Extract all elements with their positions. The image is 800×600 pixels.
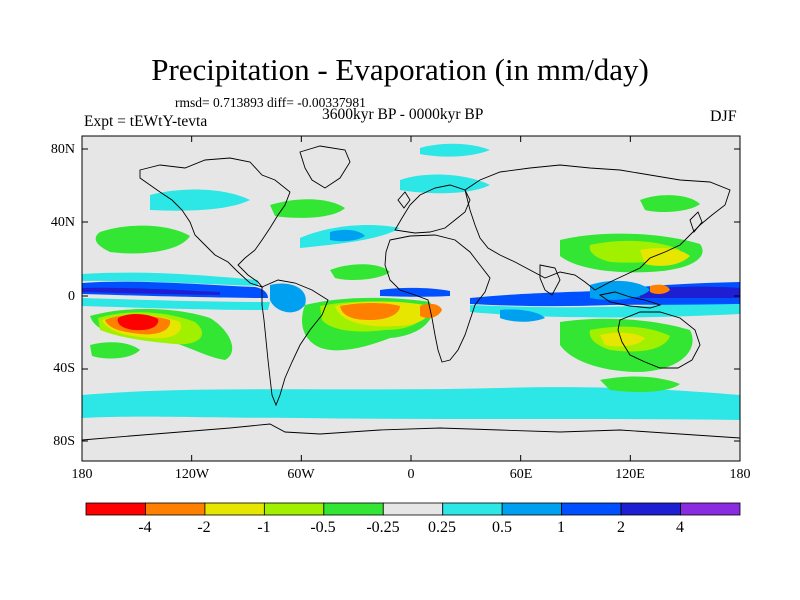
coast-europe (394, 184, 471, 234)
blue-indonesia (590, 280, 650, 300)
lon-label-120e: 120E (615, 467, 645, 482)
lat-label-40n: 40N (50, 215, 75, 230)
blue-south-indian (500, 309, 545, 322)
colorbar-box (620, 502, 681, 516)
orange-south-atlantic (340, 303, 400, 320)
colorbar-box (204, 502, 265, 516)
colorbar-box (323, 502, 384, 516)
cyan-band-pacific (82, 272, 258, 286)
lon-label-0: 0 (407, 467, 415, 482)
lon-label-60w: 60W (287, 467, 315, 482)
green-asia (640, 195, 700, 212)
lon-label-120w: 120W (174, 467, 210, 482)
cyan-arctic (420, 143, 490, 157)
experiment-label: Expt = tEWtY-tevta (84, 113, 208, 130)
itcz-band-core (82, 287, 220, 295)
colorbar-label: 2 (617, 519, 625, 536)
axis-ticks (81, 136, 741, 461)
coastlines (82, 145, 740, 441)
colorbar-box (680, 502, 741, 516)
yellow-south-indian (600, 332, 645, 347)
colorbar (85, 502, 741, 516)
lat-label-80s: 80S (53, 434, 75, 449)
colorbar-label: 1 (557, 519, 565, 536)
green-north-atlantic (270, 199, 345, 218)
coast-indonesia (598, 291, 662, 309)
coast-antarctica (82, 423, 740, 441)
colorbar-box (263, 502, 325, 516)
colorbar-label: 4 (676, 519, 684, 536)
lat-label-0: 0 (68, 289, 75, 304)
period-subtitle: 3600kyr BP - 0000kyr BP (322, 106, 484, 123)
lat-label-80n: 80N (50, 142, 75, 157)
coast-australia (617, 311, 701, 369)
lon-label-60e: 60E (509, 467, 533, 482)
coast-asia (464, 164, 731, 291)
colorbar-box (561, 502, 622, 516)
coast-japan (689, 211, 703, 233)
coast-greenland (299, 145, 351, 189)
lon-label-180e: 180 (729, 467, 751, 482)
colorbar-label: 0.25 (428, 519, 456, 536)
coast-africa (384, 234, 491, 363)
colorbar-label: -0.25 (366, 519, 400, 536)
coast-north-america (139, 157, 291, 288)
cyan-southern-ocean (82, 387, 740, 420)
green-tasman (600, 376, 680, 392)
colorbar-box (85, 502, 146, 516)
green-east-pacific (90, 342, 140, 359)
colorbar-label: -4 (138, 519, 152, 536)
colorbar-label: 0.5 (492, 519, 512, 536)
blue-amazon (270, 283, 306, 313)
chart-title: Precipitation - Evaporation (in mm/day) (151, 52, 649, 87)
green-atlantic-equator (330, 264, 390, 280)
orange-philippine (650, 284, 670, 295)
yellow-west-pacific (640, 248, 690, 266)
blue-north-atlantic (330, 229, 365, 242)
itcz-band-atlantic (380, 287, 450, 297)
cyan-band-south-pacific (82, 298, 270, 310)
colorbar-box (442, 502, 503, 516)
colorbar-label: -1 (257, 519, 271, 536)
season-label: DJF (710, 108, 737, 125)
lat-label-40s: 40S (53, 361, 75, 376)
cyan-band-north-pacific (150, 189, 250, 211)
lon-label-180w: 180 (71, 467, 93, 482)
coast-uk (397, 191, 411, 209)
orange-africa (420, 303, 442, 318)
colorbar-label: -2 (197, 519, 211, 536)
colorbar-box (382, 502, 444, 516)
field-layer (82, 136, 740, 461)
colorbar-box (501, 502, 563, 516)
colorbar-box (145, 502, 206, 516)
coast-india (539, 264, 561, 296)
coast-south-america (261, 279, 329, 407)
stats-text: rmsd= 0.713893 diff= -0.00337981 (175, 95, 366, 110)
red-south-pacific (117, 313, 159, 331)
green-north-pacific (95, 225, 190, 254)
colorbar-label: -0.5 (310, 519, 336, 536)
